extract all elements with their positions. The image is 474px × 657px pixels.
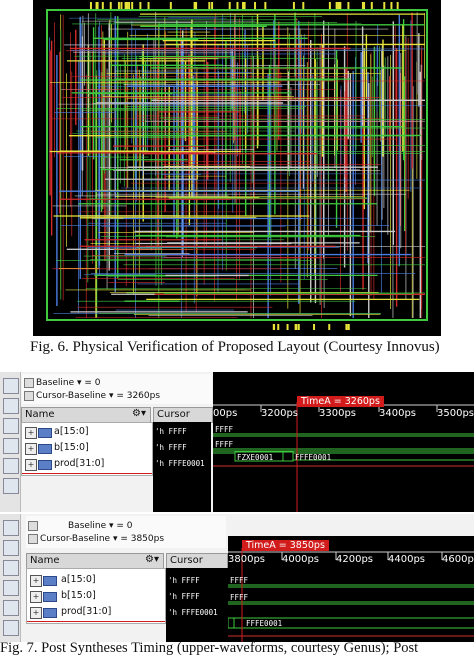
toolbar-strip [0,372,21,512]
expand-toggle-icon[interactable]: + [30,575,42,587]
bus-signal-icon [38,460,52,470]
tool-icon[interactable] [3,418,19,434]
name-column-header[interactable]: Name ⚙▾ [26,553,164,569]
time-marker-label[interactable]: TimeA = 3850ps [242,540,329,551]
layout-routing-drawing [46,2,428,330]
bus-signal-icon [43,608,57,618]
tool-icon[interactable] [3,398,19,414]
time-tick-label: 4000ps [282,554,320,565]
tool-icon[interactable] [3,458,19,474]
bus-signal-icon [38,428,52,438]
selection-line [22,473,152,474]
baseline-label[interactable]: Baseline ▾ = 0 [68,521,133,531]
tool-icon[interactable] [3,580,19,596]
time-tick-label: 3300ps [319,408,357,419]
time-tick-label: 3200ps [261,408,299,419]
cursor-value: 'h FFFF [168,576,200,585]
cursor-baseline-label[interactable]: Cursor-Baseline ▾ = 3260ps [36,391,161,401]
time-tick-label: 4600ps [442,554,474,565]
toolbar-strip [0,514,21,642]
tool-icon[interactable] [3,478,19,494]
wave-value: FZXE0001 [237,453,274,462]
wave-value: FFFF [215,425,234,434]
cursor-baseline-icon [28,534,38,544]
signal-name-list: + a[15:0] + b[15:0] + prod[31:0] [21,422,153,476]
waveform-area[interactable]: 00ps 3200ps 3300ps 3400ps 3500ps TimeA =… [213,372,474,512]
name-column-header[interactable]: Name ⚙▾ [21,407,151,423]
tool-icon[interactable] [3,560,19,576]
physical-layout-image [33,0,441,336]
settings-gear-icon[interactable]: ⚙▾ [132,408,146,419]
time-tick-label: 3800ps [228,554,266,565]
cursor-value-column: 'h FFFF 'h FFFF 'h FFFE0001 [153,422,211,512]
cursor-baseline-icon [24,391,34,401]
baseline-icon [28,521,38,531]
expand-toggle-icon[interactable]: + [30,591,42,603]
figure7-caption: Fig. 7. Post Syntheses Timing (upper-wav… [0,640,419,656]
selection-line [27,621,165,622]
time-tick-label: 3500ps [437,408,474,419]
figure6-caption: Fig. 6. Physical Verification of Propose… [30,339,440,355]
tool-icon[interactable] [3,520,19,536]
tool-icon[interactable] [3,378,19,394]
cursor-header-label: Cursor [157,409,190,420]
signal-name[interactable]: a[15:0] [61,574,96,585]
bus-signal-icon [43,592,57,602]
expand-toggle-icon[interactable]: + [25,427,37,439]
signal-name-list: + a[15:0] + b[15:0] + prod[31:0] [26,568,166,624]
time-tick-label: 4400ps [388,554,426,565]
signal-name[interactable]: prod[31:0] [54,458,105,469]
cursor-value: 'h FFFF [168,592,200,601]
signal-name[interactable]: prod[31:0] [61,606,112,617]
waveform-traces [213,402,474,512]
tool-icon[interactable] [3,620,19,636]
cursor-value: 'h FFFF [155,443,187,452]
wave-value: FFFE0001 [246,619,283,628]
waveform-area[interactable]: 3800ps 4000ps 4200ps 4400ps 4600ps TimeA… [228,536,474,642]
cursor-column-header[interactable]: Cursor [153,407,213,423]
wave-value: FFFF [230,593,249,602]
cursor-header-label: Cursor [170,555,203,566]
cursor-value: 'h FFFF [155,427,187,436]
baseline-header: Baseline ▾ = 0 Cursor-Baseline ▾ = 3850p… [26,516,226,548]
tool-icon[interactable] [3,540,19,556]
cursor-value: 'h FFFE0001 [155,459,205,468]
expand-toggle-icon[interactable]: + [30,607,42,619]
time-marker-label[interactable]: TimeA = 3260ps [297,396,384,407]
baseline-header: Baseline ▾ = 0 Cursor-Baseline ▾ = 3260p… [22,374,212,404]
wave-value: FFFF [230,576,249,585]
cursor-baseline-label[interactable]: Cursor-Baseline ▾ = 3850ps [40,534,165,544]
bus-signal-icon [38,444,52,454]
time-tick-label: 3400ps [379,408,417,419]
time-tick-label: 00ps [213,408,238,419]
expand-toggle-icon[interactable]: + [25,443,37,455]
wave-value: FFFF [215,440,234,449]
bus-signal-icon [43,576,57,586]
settings-gear-icon[interactable]: ⚙▾ [145,554,159,565]
waveform-panel-lower: Baseline ▾ = 0 Cursor-Baseline ▾ = 3850p… [0,514,474,642]
tool-icon[interactable] [3,438,19,454]
name-header-label: Name [30,555,60,566]
cursor-value: 'h FFFE0001 [168,608,218,617]
name-header-label: Name [25,409,55,420]
cursor-column-header[interactable]: Cursor [166,553,228,569]
waveform-panel-upper: Baseline ▾ = 0 Cursor-Baseline ▾ = 3260p… [0,372,474,512]
signal-name[interactable]: b[15:0] [61,590,96,601]
expand-toggle-icon[interactable]: + [25,459,37,471]
baseline-label[interactable]: Baseline ▾ = 0 [36,378,101,388]
baseline-icon [24,378,34,388]
time-tick-label: 4200ps [336,554,374,565]
cursor-value-column: 'h FFFF 'h FFFF 'h FFFE0001 [166,568,228,642]
wave-value: FFFE0001 [295,453,332,462]
tool-icon[interactable] [3,600,19,616]
signal-name[interactable]: a[15:0] [54,426,89,437]
waveform-traces [228,548,474,642]
signal-name[interactable]: b[15:0] [54,442,89,453]
